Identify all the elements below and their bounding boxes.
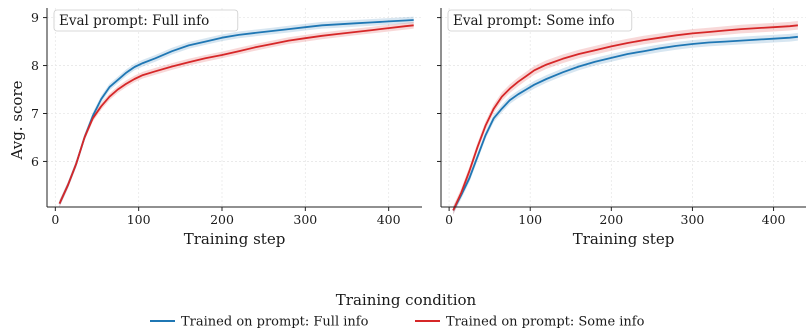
confidence-band-0 [59, 16, 414, 207]
panel-annotation: Eval prompt: Full info [59, 13, 209, 29]
x-tick-label: 100 [127, 212, 151, 227]
y-tick-label: 6 [31, 154, 39, 169]
chart-panel-full-info: 0 100 200 300 400 6 7 8 9 Training step Eval promp… [31, 8, 422, 248]
legend-entry-some-info: Trained on prompt: Some info [446, 315, 645, 329]
x-tick-label: 300 [681, 212, 705, 227]
series-line-0 [452, 35, 798, 211]
x-tick-label: 0 [445, 212, 453, 227]
chart-panel-some-info: 0 100 200 300 400 Training step Eval prompt: S… [437, 8, 806, 248]
x-tick-label: 100 [518, 212, 542, 227]
y-tick-label: 9 [31, 10, 39, 25]
legend-entry-full-info: Trained on prompt: Full info [181, 315, 369, 329]
annotation-box [447, 9, 633, 32]
x-tick-label: 200 [210, 212, 234, 227]
x-tick-label: 200 [599, 212, 623, 227]
confidence-band-1 [453, 20, 798, 215]
x-tick-label: 0 [51, 212, 59, 227]
y-tick-label: 8 [31, 58, 39, 73]
y-axis-label: Avg. score [8, 80, 26, 160]
series-line-1 [452, 24, 798, 211]
series-line-1 [58, 24, 414, 204]
x-axis-label: Training step [184, 230, 286, 248]
x-tick-label: 400 [377, 212, 401, 227]
legend: Training condition Trained on prompt: Fu… [150, 291, 645, 329]
x-tick-label: 400 [762, 212, 786, 227]
x-axis-label: Training step [573, 230, 675, 248]
x-tick-label: 300 [293, 212, 317, 227]
y-tick-label: 7 [31, 106, 39, 121]
confidence-band-0 [453, 32, 798, 215]
confidence-band-1 [59, 21, 414, 208]
panel-annotation: Eval prompt: Some info [453, 13, 615, 29]
annotation-box [53, 9, 239, 32]
series-line-0 [58, 19, 414, 204]
legend-title: Training condition [336, 291, 477, 309]
